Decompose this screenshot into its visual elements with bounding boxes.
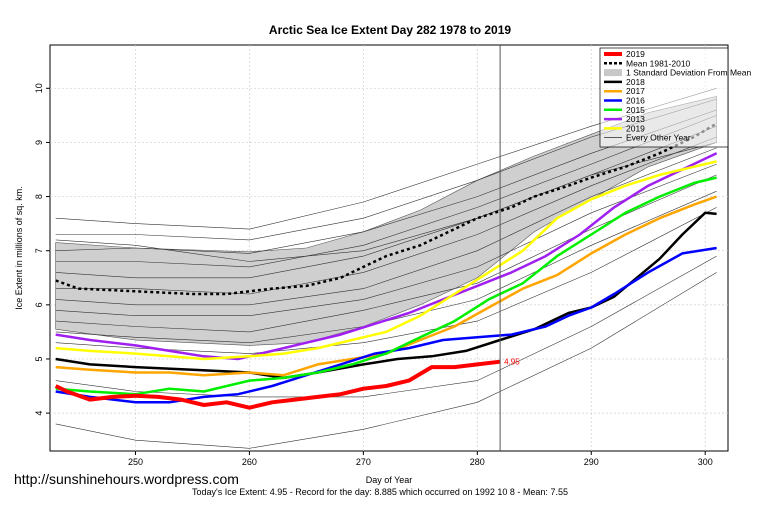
legend-label: 2018 [626, 77, 645, 87]
thin-year-line [55, 174, 717, 333]
y-tick-label: 10 [34, 83, 44, 93]
y-axis-label: Ice Extent in millions of sq. km. [14, 186, 24, 310]
legend-label: 2017 [626, 86, 645, 96]
x-tick-label: 280 [470, 457, 485, 467]
chart-title: Arctic Sea Ice Extent Day 282 1978 to 20… [269, 23, 511, 37]
y-tick-label: 9 [34, 140, 44, 145]
y-tick-label: 4 [34, 411, 44, 416]
x-tick-label: 300 [698, 457, 713, 467]
legend-label: 2019 [626, 123, 645, 133]
current-value-label: 4.95 [504, 358, 520, 367]
thin-year-line [55, 255, 717, 398]
thin-year-line [55, 147, 717, 306]
series-line-2019 [55, 160, 717, 361]
thin-year-line [55, 142, 717, 262]
thin-year-line [55, 98, 717, 241]
y-axis-ticks: 4 5 6 7 8 9 10 [34, 83, 50, 416]
y-tick-label: 8 [34, 194, 44, 199]
x-tick-label: 290 [584, 457, 599, 467]
legend-label: 2019 [626, 49, 645, 59]
watermark-url: http://sunshinehours.wordpress.com [14, 471, 239, 487]
footer-stats: Today's Ice Extent: 4.95 - Record for th… [192, 487, 568, 497]
x-axis-label: Day of Year [366, 475, 413, 485]
thin-year-line [55, 272, 717, 449]
series-line-2013 [55, 152, 718, 361]
legend-label: 2015 [626, 105, 645, 115]
thin-year-line [55, 115, 717, 268]
x-tick-label: 270 [356, 457, 371, 467]
thin-year-line [55, 136, 717, 295]
plot-frame [49, 44, 729, 452]
series-line-2018 [55, 211, 717, 380]
y-tick-label: 5 [34, 356, 44, 361]
thin-year-line [55, 109, 717, 254]
x-tick-label: 260 [242, 457, 257, 467]
legend-label: Mean 1981-2010 [626, 58, 691, 68]
thin-year-line [55, 88, 717, 230]
every-other-year-lines [55, 88, 717, 449]
y-tick-label: 7 [34, 248, 44, 253]
x-axis-ticks: 250 260 270 280 290 300 [128, 451, 713, 467]
series-lines [54, 122, 718, 410]
legend-label: Every Other Year [626, 133, 691, 143]
series-line-mean-1981-2010 [55, 122, 718, 296]
legend-swatch [604, 69, 622, 77]
series-line-2019 [54, 359, 501, 410]
thin-year-line [55, 207, 717, 354]
y-tick-label: 6 [34, 302, 44, 307]
legend-label: 1 Standard Deviation From Mean [626, 68, 751, 78]
legend-label: 2013 [626, 114, 645, 124]
legend-label: 2016 [626, 96, 645, 106]
series-line-2015 [55, 176, 717, 396]
x-tick-label: 250 [128, 457, 143, 467]
thin-year-line [55, 163, 717, 317]
